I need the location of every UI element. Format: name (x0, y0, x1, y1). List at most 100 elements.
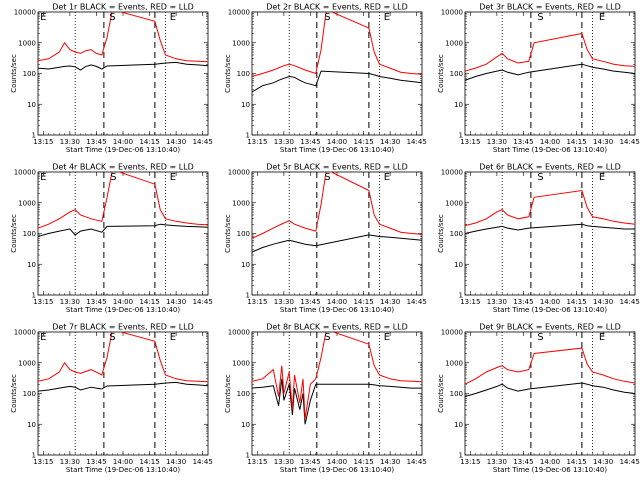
x-tick-label: 13:30 (60, 298, 80, 306)
y-tick-label: 10 (27, 101, 36, 109)
plot-frame (37, 11, 209, 136)
marker-label: E (40, 172, 46, 183)
panel-8: Det 8r BLACK = Events, RED = LLD 1 10 100 10… (224, 323, 427, 475)
y-axis-label: Counts/sec (10, 54, 18, 93)
panel-3: Det 3r BLACK = Events, RED = LLD 1 10 100 10… (437, 3, 640, 155)
x-tick-label: 13:30 (487, 458, 507, 466)
x-tick-label: 13:15 (460, 138, 480, 146)
marker-label: S (537, 332, 543, 343)
panel-title: Det 4r BLACK = Events, RED = LLD (52, 163, 194, 172)
x-tick-label: 14:00 (113, 138, 133, 146)
y-axis-label: Counts/sec (437, 374, 445, 413)
x-tick-label: 14:45 (407, 138, 427, 146)
x-axis-label: Start Time (19-Dec-06 13:10:40) (66, 306, 180, 314)
x-tick-label: 14:30 (593, 138, 613, 146)
marker-label: S (109, 332, 115, 343)
series-line-red (252, 172, 422, 239)
y-tick-label: 1 (32, 132, 36, 140)
panel-4: Det 4r BLACK = Events, RED = LLD 1 10 100 10… (10, 163, 213, 315)
y-tick-label: 1000 (18, 359, 36, 367)
x-tick-label: 13:45 (300, 298, 320, 306)
y-tick-label: 100 (237, 70, 250, 78)
x-tick-label: 13:30 (60, 458, 80, 466)
y-tick-label: 1000 (232, 199, 250, 207)
x-tick-label: 13:30 (274, 298, 294, 306)
panel-title: Det 7r BLACK = Events, RED = LLD (52, 323, 194, 332)
x-tick-label: 13:45 (300, 458, 320, 466)
plot-frame (464, 171, 636, 296)
y-tick-label: 100 (237, 230, 250, 238)
panel-2: Det 2r BLACK = Events, RED = LLD 1 10 100 10… (224, 3, 427, 155)
plot-frame (464, 331, 636, 456)
marker-label: E (384, 332, 390, 343)
x-tick-label: 14:00 (540, 458, 560, 466)
y-tick-label: 10 (241, 421, 250, 429)
panel-5: Det 5r BLACK = Events, RED = LLD 1 10 100 10… (224, 163, 427, 315)
x-tick-label: 13:15 (460, 458, 480, 466)
y-axis-label: Counts/sec (437, 54, 445, 93)
panel-title: Det 9r BLACK = Events, RED = LLD (479, 323, 621, 332)
x-tick-label: 14:30 (593, 298, 613, 306)
x-tick-label: 14:30 (166, 298, 186, 306)
marker-label: E (40, 332, 46, 343)
y-tick-label: 10000 (228, 329, 250, 337)
y-tick-label: 1 (246, 132, 250, 140)
y-tick-label: 100 (450, 230, 463, 238)
series-line-red (465, 189, 635, 227)
x-tick-label: 13:30 (487, 298, 507, 306)
x-axis-label: Start Time (19-Dec-06 13:10:40) (280, 466, 394, 474)
marker-label: E (599, 12, 605, 23)
x-axis-label: Start Time (19-Dec-06 13:10:40) (280, 306, 394, 314)
series-line-black (38, 381, 208, 392)
series-line-black (252, 70, 422, 93)
x-tick-label: 13:45 (513, 458, 533, 466)
panel-title: Det 3r BLACK = Events, RED = LLD (479, 3, 621, 12)
series-line-red (38, 12, 208, 63)
x-axis-label: Start Time (19-Dec-06 13:10:40) (280, 146, 394, 154)
series-line-black (38, 61, 208, 71)
y-tick-label: 10 (27, 421, 36, 429)
x-tick-label: 14:30 (380, 298, 400, 306)
x-tick-label: 13:45 (86, 138, 106, 146)
y-tick-label: 10000 (14, 9, 36, 17)
series-line-black (38, 223, 208, 237)
x-tick-label: 14:45 (620, 298, 640, 306)
x-tick-label: 14:15 (353, 458, 373, 466)
plot-frame (251, 171, 423, 296)
y-tick-label: 1000 (445, 39, 463, 47)
plot-frame (464, 11, 636, 136)
x-tick-label: 13:45 (513, 138, 533, 146)
y-tick-label: 1000 (18, 39, 36, 47)
panel-7: Det 7r BLACK = Events, RED = LLD 1 10 100 10… (10, 323, 213, 475)
y-tick-label: 1 (459, 292, 463, 300)
y-axis-label: Counts/sec (10, 214, 18, 253)
y-tick-label: 10 (241, 261, 250, 269)
panel-title: Det 6r BLACK = Events, RED = LLD (479, 163, 621, 172)
y-tick-label: 100 (237, 390, 250, 398)
x-tick-label: 14:00 (113, 298, 133, 306)
series-line-red (465, 32, 635, 72)
y-tick-label: 10000 (441, 9, 463, 17)
series-line-red (38, 172, 208, 229)
x-tick-label: 14:30 (380, 458, 400, 466)
marker-label: S (110, 172, 116, 183)
marker-label: S (537, 12, 543, 23)
y-tick-label: 10000 (228, 169, 250, 177)
x-tick-label: 14:00 (327, 138, 347, 146)
y-tick-label: 10000 (441, 169, 463, 177)
y-tick-label: 100 (23, 230, 36, 238)
marker-label: S (109, 12, 115, 23)
marker-label: E (384, 172, 390, 183)
x-tick-label: 13:45 (513, 298, 533, 306)
y-tick-label: 1 (246, 292, 250, 300)
series-line-black (252, 234, 422, 253)
x-tick-label: 14:45 (620, 458, 640, 466)
y-tick-label: 10000 (228, 9, 250, 17)
x-tick-label: 13:45 (86, 298, 106, 306)
x-tick-label: 14:15 (139, 138, 159, 146)
y-tick-label: 1 (246, 452, 250, 460)
y-tick-label: 100 (450, 70, 463, 78)
y-axis-label: Counts/sec (437, 214, 445, 253)
marker-label: E (170, 12, 176, 23)
series-line-black (465, 63, 635, 81)
